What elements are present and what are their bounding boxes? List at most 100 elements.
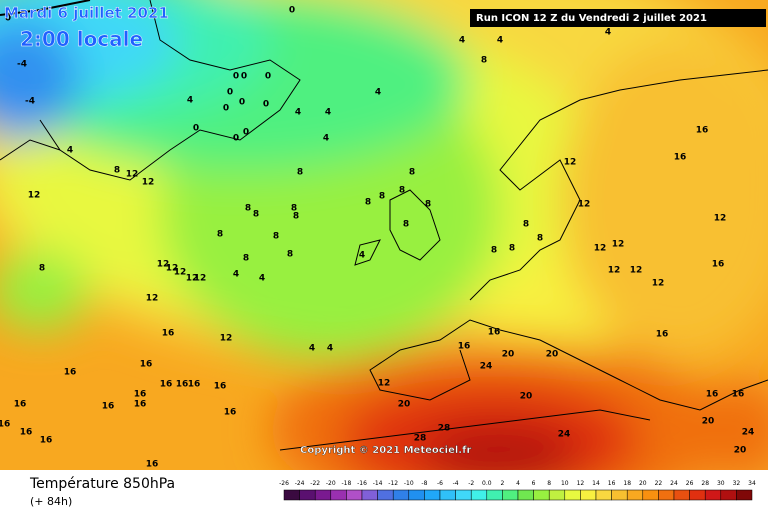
contour-label: 8 [253,210,259,220]
colorbar-tick-label: 14 [592,480,600,487]
contour-label: 12 [28,191,41,201]
contour-label: 8 [523,220,529,230]
contour-label: 12 [220,334,233,344]
contour-label: 8 [297,168,303,178]
colorbar-cell [580,489,597,501]
colorbar-cell [658,489,675,501]
colorbar-cell [455,489,472,501]
contour-label: 0 [263,100,269,110]
contour-label: 8 [273,232,279,242]
contour-label: 12 [630,266,643,276]
colorbar-tick-label: -6 [437,480,443,487]
contour-label: 20 [502,350,515,360]
contour-label: 4 [497,36,503,46]
contour-label: 0 [223,104,229,114]
contour-label: 16 [0,420,10,430]
colorbar-cell [533,489,550,501]
contour-label: 8 [481,56,487,66]
colorbar-cell [439,489,456,501]
footer-lead: (+ 84h) [30,495,72,508]
colorbar-cell [548,489,566,501]
contour-label: 0 [239,98,245,108]
colorbar-cell [673,489,690,501]
colorbar-tick-label: -22 [310,480,320,487]
contour-label: 4 [459,36,465,46]
colorbar-cell [486,489,503,501]
colorbar-tick-label: -18 [341,480,351,487]
contour-label: 28 [414,434,427,444]
contour-label: -4 [17,60,27,70]
contour-label: 8 [293,212,299,222]
colorbar-cell [299,489,316,501]
contour-label: 4 [327,344,333,354]
contour-label: 12 [126,170,139,180]
contour-label: 8 [425,200,431,210]
colorbar-cell [408,489,425,501]
contour-label: -4 [25,97,35,107]
colorbar-tick-label: -24 [295,480,305,487]
contour-label: 16 [64,368,77,378]
colorbar-cell [626,489,644,501]
valid-date: Mardi 6 juillet 2021 [4,4,169,22]
colorbar-tick-label: -16 [357,480,367,487]
contour-label: 8 [537,234,543,244]
contour-label: 4 [375,88,381,98]
contour-label: 0 [265,72,271,82]
colorbar-cell [314,489,332,501]
colorbar-cell [361,489,378,501]
contour-label: 16 [162,329,175,339]
contour-label: 12 [157,260,170,270]
colorbar-cell [642,489,659,501]
contour-label: 20 [520,392,533,402]
contour-label: 12 [608,266,621,276]
contour-label: 16 [140,360,153,370]
colorbar-tick-label: 4 [516,480,520,487]
colorbar-tick-label: -20 [326,480,336,487]
contour-label: 12 [174,268,187,278]
colorbar-tick-label: 30 [717,480,725,487]
colorbar-tick-label: 6 [532,480,536,487]
contour-label: 12 [186,274,199,284]
colorbar-tick-label: -10 [404,480,414,487]
contour-label: 8 [245,204,251,214]
contour-label: 24 [480,362,493,372]
contour-label: 16 [40,436,53,446]
contour-label: 12 [194,274,207,284]
footer-title: Température 850hPa [29,476,175,492]
contour-label: 8 [39,264,45,274]
colorbar-cell [689,489,706,501]
contour-label: 16 [674,153,687,163]
contour-label: 8 [491,246,497,256]
contour-label: 4 [325,108,331,118]
contour-label: 0 [233,72,239,82]
contour-label: 0 [5,14,11,24]
contour-label: 16 [214,382,227,392]
colorbar-cell [611,489,628,501]
contour-label: 8 [409,168,415,178]
contour-label: 4 [323,134,329,144]
contour-label: 4 [309,344,315,354]
colorbar-tick-label: 22 [655,480,663,487]
colorbar-tick-label: 8 [547,480,551,487]
contour-label: 4 [67,146,73,156]
colorbar-tick-label: 2 [500,480,504,487]
colorbar-tick-label: -8 [421,480,427,487]
contour-label: 16 [146,460,159,470]
contour-label: 4 [295,108,301,118]
contour-label: 4 [605,28,611,38]
contour-label: 24 [742,428,755,438]
colorbar-tick-label: 16 [608,480,616,487]
colorbar-cell [346,489,363,501]
colorbar-tick-label: -26 [279,480,289,487]
contour-label: 12 [714,214,727,224]
contour-label: 12 [142,178,155,188]
contour-label: 16 [712,260,725,270]
colorbar: -26 -24 -22 -20 -18 -16 -14 -12 -10 -8 -6 -4 -2 0.0 2 4… [279,480,756,501]
contour-label: 16 [458,342,471,352]
colorbar-tick-label: 34 [748,480,756,487]
contour-label: 20 [702,417,715,427]
contour-label: 8 [217,230,223,240]
contour-label: 16 [160,380,173,390]
coastlines [0,0,768,451]
